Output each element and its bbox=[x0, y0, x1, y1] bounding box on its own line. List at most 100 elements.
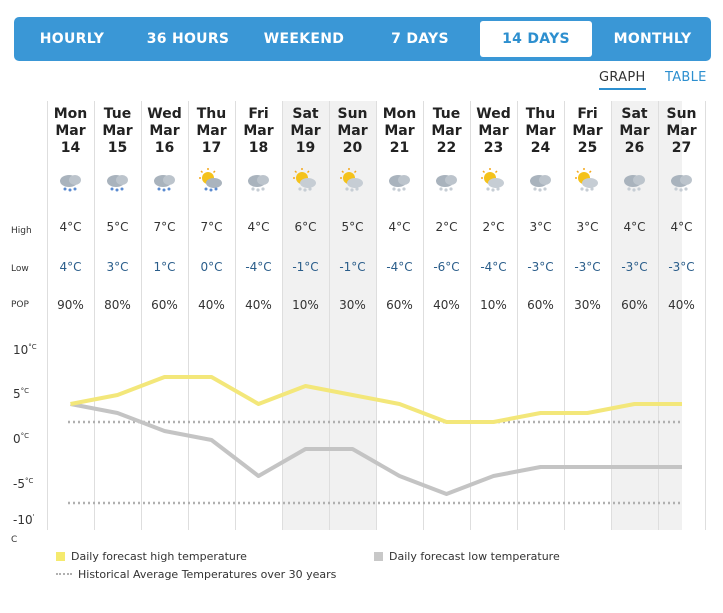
day-date: 17 bbox=[201, 140, 222, 156]
rain-icon bbox=[107, 175, 128, 192]
low-temp: -1°C bbox=[339, 260, 366, 274]
legend-low: Daily forecast low temperature bbox=[374, 550, 560, 563]
high-temp: 4°C bbox=[388, 220, 411, 234]
high-row-label: High bbox=[11, 226, 32, 236]
forecast-range-tabs: HOURLY 36 HOURS WEEKEND 7 DAYS 14 DAYS M… bbox=[14, 17, 711, 61]
day-header: Sun Mar 27 bbox=[658, 106, 705, 157]
day-header: Thu Mar 17 bbox=[188, 106, 235, 157]
day-header: Fri Mar 25 bbox=[564, 106, 611, 157]
snow-icon bbox=[248, 175, 269, 192]
day-date: 26 bbox=[624, 140, 645, 156]
day-header: Fri Mar 18 bbox=[235, 106, 282, 157]
day-month: Mar bbox=[384, 123, 415, 139]
day-month: Mar bbox=[55, 123, 86, 139]
day-header: Tue Mar 22 bbox=[423, 106, 470, 157]
y-axis-unit: C bbox=[11, 535, 18, 545]
tab-14-days[interactable]: 14 DAYS bbox=[480, 21, 592, 57]
sun-cloud-icon bbox=[481, 168, 504, 192]
column-divider bbox=[235, 101, 236, 530]
tab-monthly[interactable]: MONTHLY bbox=[613, 31, 692, 47]
day-of-week: Thu bbox=[196, 106, 227, 122]
day-month: Mar bbox=[196, 123, 227, 139]
column-divider bbox=[376, 101, 377, 530]
low-temp: -1°C bbox=[292, 260, 319, 274]
day-date: 23 bbox=[483, 140, 504, 156]
high-temperature-line bbox=[70, 375, 684, 424]
y-tick-label: 10°C bbox=[13, 343, 37, 357]
tab-weekend[interactable]: WEEKEND bbox=[263, 31, 345, 47]
column-divider bbox=[94, 101, 95, 530]
day-header: Wed Mar 23 bbox=[470, 106, 517, 157]
high-temp: 5°C bbox=[341, 220, 364, 234]
column-divider bbox=[705, 101, 706, 530]
high-temp: 6°C bbox=[294, 220, 317, 234]
high-temp: 2°C bbox=[482, 220, 505, 234]
column-divider bbox=[141, 101, 142, 530]
day-of-week: Fri bbox=[577, 106, 598, 122]
column-divider bbox=[329, 101, 330, 530]
sun-cloud-icon bbox=[340, 168, 363, 192]
day-month: Mar bbox=[149, 123, 180, 139]
y-tick-label: -10' bbox=[13, 513, 35, 527]
day-header: Sat Mar 26 bbox=[611, 106, 658, 157]
day-month: Mar bbox=[290, 123, 321, 139]
low-temp: -3°C bbox=[621, 260, 648, 274]
day-header: Thu Mar 24 bbox=[517, 106, 564, 157]
rain-icon bbox=[154, 175, 175, 192]
day-date: 15 bbox=[107, 140, 128, 156]
day-header: Sun Mar 20 bbox=[329, 106, 376, 157]
high-temp: 4°C bbox=[623, 220, 646, 234]
column-divider bbox=[470, 101, 471, 530]
column-divider bbox=[423, 101, 424, 530]
snow-icon bbox=[436, 175, 457, 192]
day-date: 21 bbox=[389, 140, 410, 156]
column-divider bbox=[517, 101, 518, 530]
high-temp: 5°C bbox=[106, 220, 129, 234]
day-date: 14 bbox=[60, 140, 81, 156]
pop-value: 60% bbox=[386, 298, 413, 312]
pop-value: 60% bbox=[527, 298, 554, 312]
day-month: Mar bbox=[478, 123, 509, 139]
sun-snow-icon bbox=[575, 168, 598, 192]
tab-7-days[interactable]: 7 DAYS bbox=[391, 31, 449, 47]
tab-hourly[interactable]: HOURLY bbox=[39, 31, 105, 47]
y-tick-label: 0°C bbox=[13, 432, 30, 446]
temperature-chart bbox=[68, 375, 684, 505]
pop-value: 40% bbox=[245, 298, 272, 312]
day-of-week: Fri bbox=[248, 106, 269, 122]
day-of-week: Sun bbox=[337, 106, 368, 122]
low-temp: -3°C bbox=[668, 260, 695, 274]
graph-view-toggle[interactable]: GRAPH bbox=[599, 70, 646, 90]
day-of-week: Sat bbox=[292, 106, 319, 122]
column-divider bbox=[47, 101, 48, 530]
low-temp: -3°C bbox=[574, 260, 601, 274]
day-date: 16 bbox=[154, 140, 175, 156]
snow-icon bbox=[530, 175, 551, 192]
low-temp: -3°C bbox=[527, 260, 554, 274]
low-temp: -4°C bbox=[245, 260, 272, 274]
legend-high: Daily forecast high temperature bbox=[56, 550, 247, 563]
legend-low-swatch bbox=[374, 552, 383, 561]
column-divider bbox=[188, 101, 189, 530]
day-of-week: Mon bbox=[382, 106, 417, 122]
pop-value: 80% bbox=[104, 298, 131, 312]
snow-icon bbox=[389, 175, 410, 192]
day-date: 24 bbox=[530, 140, 551, 156]
column-divider bbox=[658, 101, 659, 530]
sun-cloud-icon bbox=[293, 168, 316, 192]
day-month: Mar bbox=[525, 123, 556, 139]
day-of-week: Wed bbox=[476, 106, 511, 122]
pop-value: 30% bbox=[574, 298, 601, 312]
day-of-week: Wed bbox=[147, 106, 182, 122]
low-temp: -4°C bbox=[480, 260, 507, 274]
day-of-week: Sun bbox=[666, 106, 697, 122]
low-temp: -4°C bbox=[386, 260, 413, 274]
high-temp: 3°C bbox=[576, 220, 599, 234]
day-of-week: Tue bbox=[103, 106, 132, 122]
day-date: 27 bbox=[671, 140, 692, 156]
day-of-week: Thu bbox=[525, 106, 556, 122]
table-view-toggle[interactable]: TABLE bbox=[665, 70, 707, 85]
tab-36-hours[interactable]: 36 HOURS bbox=[146, 31, 230, 47]
day-month: Mar bbox=[243, 123, 274, 139]
high-temp: 4°C bbox=[59, 220, 82, 234]
